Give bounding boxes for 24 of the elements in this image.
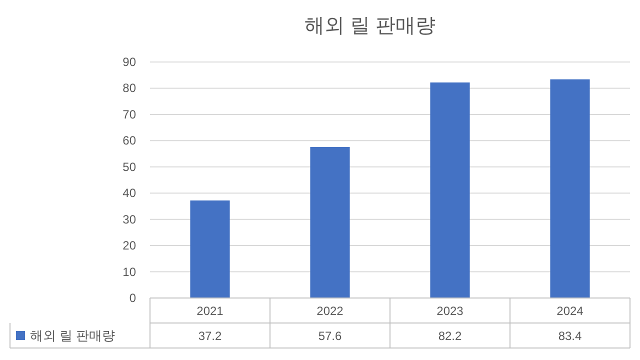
y-tick-label: 80	[122, 81, 136, 96]
y-tick-label: 40	[122, 186, 136, 200]
y-tick-label: 10	[122, 264, 136, 279]
y-tick-label: 20	[122, 238, 136, 253]
y-tick-label: 70	[122, 107, 136, 122]
x-tick-label: 2021	[196, 304, 224, 318]
y-tick-label: 0	[129, 291, 136, 305]
data-label: 82.2	[438, 329, 462, 343]
x-tick-label: 2023	[436, 304, 464, 318]
chart-title: 해외 릴 판매량	[304, 15, 436, 37]
y-tick-label: 90	[122, 55, 136, 69]
data-label: 83.4	[558, 329, 582, 343]
bar	[550, 79, 590, 298]
y-tick-label: 60	[122, 134, 136, 148]
legend-label: 해외 릴 판매량	[30, 328, 116, 343]
data-label: 37.2	[198, 329, 222, 343]
bar	[190, 200, 230, 298]
x-tick-label: 2022	[316, 304, 344, 318]
x-tick-label: 2024	[556, 304, 584, 318]
bar	[430, 82, 470, 298]
y-tick-label: 50	[122, 160, 136, 174]
bar	[310, 146, 350, 298]
y-tick-label: 30	[122, 212, 136, 226]
data-label: 57.6	[318, 329, 342, 343]
